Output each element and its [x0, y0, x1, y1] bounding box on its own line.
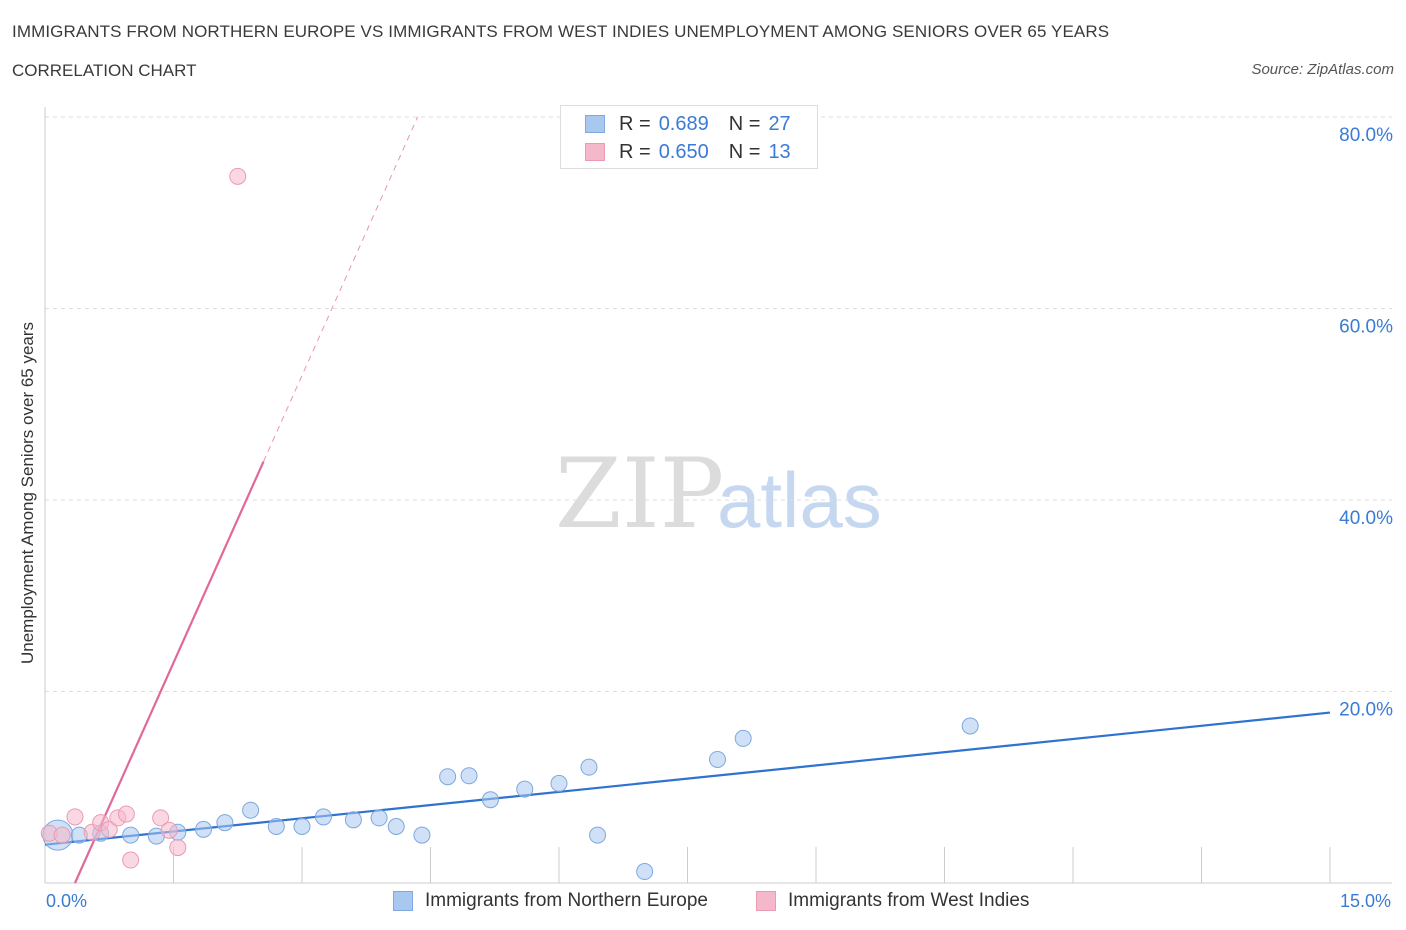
point-west-indies: [229, 167, 247, 185]
chart-title: IMMIGRANTS FROM NORTHERN EUROPE VS IMMIG…: [12, 22, 1110, 41]
data-points: [40, 167, 979, 881]
y-tick-label: 20.0%: [1339, 700, 1393, 721]
y-tick-label: 40.0%: [1339, 508, 1393, 529]
point-west-indies: [160, 821, 178, 839]
legend-swatch-west-indies: [585, 143, 605, 161]
point-northern-europe: [481, 791, 499, 809]
point-northern-europe: [961, 717, 979, 735]
watermark: ZIP atlas: [555, 438, 882, 550]
axes: [44, 107, 1392, 884]
point-northern-europe: [439, 768, 457, 786]
point-northern-europe: [267, 818, 285, 836]
series-legend-northern-europe: Immigrants from Northern Europe: [393, 890, 708, 912]
chart-subtitle: CORRELATION CHART: [12, 61, 197, 80]
point-northern-europe: [387, 818, 405, 836]
trend-line-solid: [73, 461, 265, 884]
legend-n-value: 13: [768, 140, 791, 163]
point-northern-europe: [370, 809, 388, 827]
legend-n-label: N =: [728, 112, 761, 135]
point-northern-europe: [580, 758, 598, 776]
y-tick-label: 60.0%: [1339, 317, 1393, 338]
point-northern-europe: [550, 774, 568, 792]
point-northern-europe: [589, 826, 607, 844]
point-northern-europe: [708, 750, 726, 768]
legend-row-northern-europe: R = 0.689 N = 27: [585, 112, 791, 136]
watermark-zip: ZIP: [555, 438, 724, 550]
legend-r-value: 0.689: [658, 112, 709, 135]
point-west-indies: [100, 820, 118, 838]
source-note: Source: ZipAtlas.com: [1251, 61, 1394, 78]
x-tick-label-min: 0.0%: [46, 891, 88, 911]
legend-n-value: 27: [768, 112, 791, 135]
point-northern-europe: [344, 811, 362, 829]
series-swatch-northern-europe: [393, 891, 413, 911]
point-northern-europe: [314, 808, 332, 826]
legend-row-west-indies: R = 0.650 N = 13: [585, 140, 791, 164]
trend-lines: [44, 116, 1331, 884]
point-west-indies: [53, 826, 71, 844]
legend-n-label: N =: [728, 140, 761, 163]
point-northern-europe: [734, 729, 752, 747]
y-tick-label: 80.0%: [1339, 125, 1393, 146]
point-northern-europe: [293, 818, 311, 836]
point-west-indies: [152, 809, 170, 827]
point-northern-europe: [242, 801, 260, 819]
series-legend-west-indies: Immigrants from West Indies: [756, 890, 1029, 912]
point-northern-europe: [516, 780, 534, 798]
legend-r-label: R =: [619, 140, 651, 163]
point-west-indies: [169, 839, 187, 857]
grid: [45, 116, 1392, 692]
y-axis-label: Unemployment Among Seniors over 65 years: [18, 321, 37, 665]
point-northern-europe: [122, 826, 140, 844]
point-northern-europe: [636, 863, 654, 881]
series-swatch-west-indies: [756, 891, 776, 911]
point-northern-europe: [194, 820, 212, 838]
legend-swatch-northern-europe: [585, 115, 605, 133]
legend-r-value: 0.650: [658, 140, 709, 163]
trend-line-dashed: [262, 116, 419, 462]
series-label-northern-europe: Immigrants from Northern Europe: [425, 890, 708, 911]
point-northern-europe: [460, 767, 478, 785]
point-west-indies: [122, 851, 140, 869]
correlation-legend: R = 0.689 N = 27 R = 0.650 N = 13: [560, 105, 818, 169]
series-label-west-indies: Immigrants from West Indies: [788, 890, 1030, 911]
x-tick-label-max: 15.0%: [1340, 891, 1392, 911]
point-northern-europe: [216, 814, 234, 832]
point-west-indies: [117, 805, 135, 823]
trend-line-solid: [44, 711, 1331, 846]
legend-r-label: R =: [619, 112, 651, 135]
point-west-indies: [66, 808, 84, 826]
point-northern-europe: [413, 826, 431, 844]
y-tick-labels: 20.0% 40.0% 60.0% 80.0%: [1339, 125, 1393, 721]
